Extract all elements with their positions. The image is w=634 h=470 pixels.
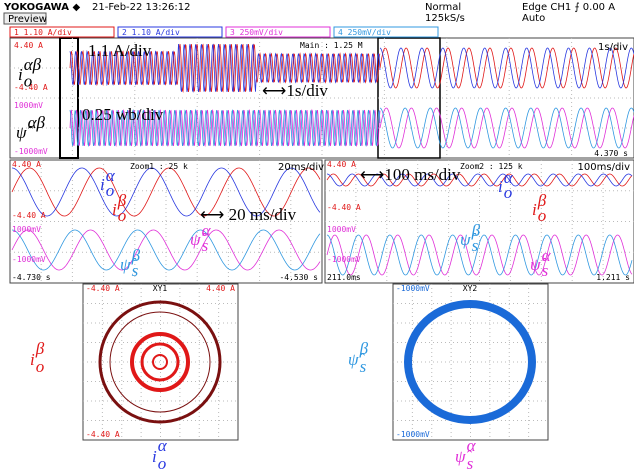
brand: YOKOGAWA ◆: [3, 2, 80, 13]
annotation: 1.1 A/div: [88, 41, 152, 60]
scope-text: -1000mV: [396, 284, 430, 293]
annotation: ⟷ 20 ms/div: [200, 205, 297, 224]
scope-text: -4.40 A: [12, 211, 46, 220]
scope-text: -4.40 A: [86, 430, 120, 439]
math-sub: o: [24, 72, 33, 91]
math-sub: s: [360, 357, 367, 376]
scope-text: -4.40 A: [327, 203, 361, 212]
scope-text: -4.730 s: [12, 273, 51, 282]
preview[interactable]: Preview: [8, 14, 47, 25]
math-sub: s: [472, 236, 479, 255]
scope-text: Zoom1 : 25 k: [130, 162, 188, 171]
math-label: i: [112, 200, 117, 219]
trigger: Edge CH1 ⨍ 0.00 A: [522, 2, 615, 13]
scope-text: -4.530 s: [279, 273, 318, 282]
math-label: i: [152, 447, 157, 466]
scope-text: 4.40 A: [14, 41, 43, 50]
math-sub: o: [538, 206, 547, 225]
math-label: i: [18, 65, 23, 84]
math-sup: αβ: [28, 113, 46, 132]
math-label: i: [532, 200, 537, 219]
math-sub: o: [504, 183, 513, 202]
scope-screen: YOKOGAWA ◆ 21-Feb-22 13:26:12 Preview No…: [0, 0, 634, 470]
math-label: i: [498, 177, 503, 196]
annotation: 0.25 wb/div: [82, 105, 164, 124]
scope-text: 4.40 A: [327, 160, 356, 169]
scope-text: 20ms/div: [278, 162, 324, 173]
scope-text: -1000mV: [327, 255, 361, 264]
math-sub: s: [542, 261, 549, 280]
acq-mode: Normal: [425, 2, 461, 13]
math-sub: s: [467, 454, 474, 470]
scope-text: 1.211 s: [596, 273, 630, 282]
scope-text: XY1: [153, 284, 168, 293]
channel-label[interactable]: 1 1.10 A/div: [14, 28, 72, 37]
math-label: i: [100, 175, 105, 194]
datetime: 21-Feb-22 13:26:12: [92, 2, 190, 13]
scope-text: Zoom2 : 125 k: [460, 162, 523, 171]
scope-text: 1000mV: [14, 101, 43, 110]
scope-text: 1000mV: [12, 225, 41, 234]
sample-rate: 125kS/s: [425, 13, 465, 24]
scope-text: -1000mV: [396, 430, 430, 439]
math-sub: o: [106, 181, 115, 200]
scope-text: XY2: [463, 284, 478, 293]
scope-text: 4.40 A: [12, 160, 41, 169]
annotation: ⟷1s/div: [262, 81, 328, 100]
math-sup: α: [158, 436, 168, 455]
channel-label[interactable]: 3 250mV/div: [230, 28, 283, 37]
math-sub: o: [118, 206, 127, 225]
math-sub: s: [202, 236, 209, 255]
scope-text: 4.370 s: [594, 149, 628, 158]
scope-text: 1000mV: [327, 225, 356, 234]
math-sup: β: [359, 339, 369, 358]
scope-text: 4.40 A: [206, 284, 235, 293]
math-sup: β: [35, 339, 45, 358]
math-sub: o: [36, 357, 45, 376]
scope-text: 211.0ms: [327, 273, 361, 282]
scope-text: 1s/div: [598, 42, 628, 53]
scope-text: -1000mV: [14, 147, 48, 156]
scope-text: -1000mV: [12, 255, 46, 264]
scope-text: Main : 1.25 M: [300, 41, 363, 50]
math-sub: s: [132, 261, 139, 280]
annotation: ⟷100 ms/div: [360, 165, 461, 184]
math-sub: o: [158, 454, 167, 470]
channel-label[interactable]: 2 1.10 A/div: [122, 28, 180, 37]
scope-text: -4.40 A: [86, 284, 120, 293]
math-label: i: [30, 350, 35, 369]
channel-label[interactable]: 4 250mV/div: [338, 28, 391, 37]
scope-text: 100ms/div: [578, 162, 631, 173]
math-sup: α: [467, 436, 477, 455]
trigger-mode: Auto: [522, 13, 545, 24]
